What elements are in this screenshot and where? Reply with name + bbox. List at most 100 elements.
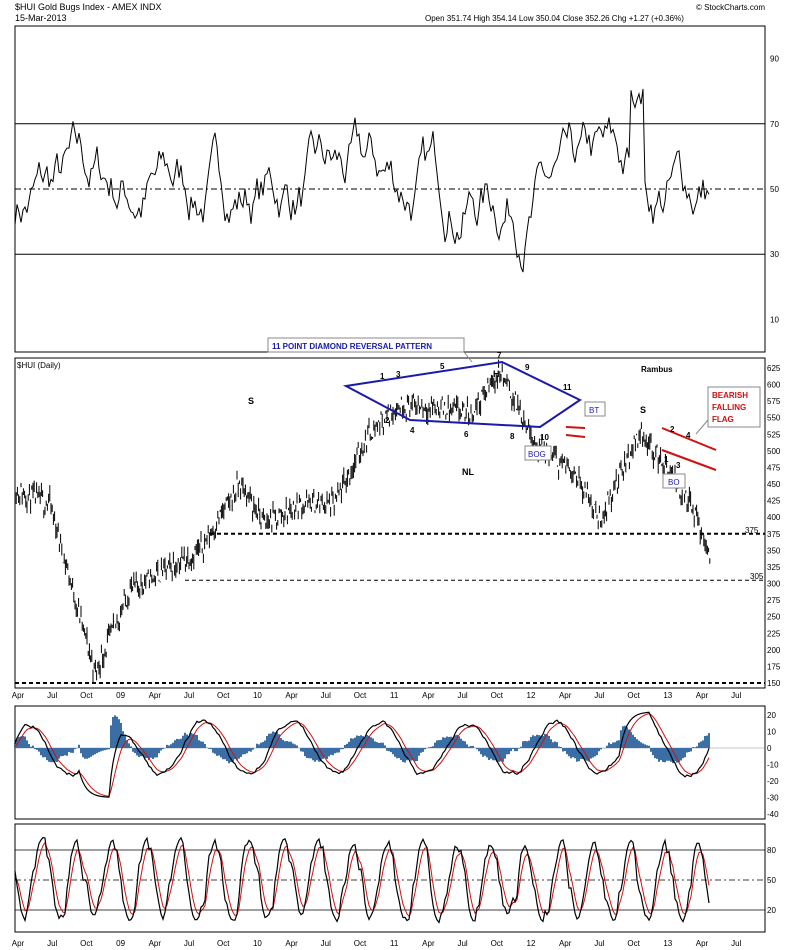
head-label: H	[493, 369, 500, 379]
x-bottom-tick-13: Jul	[457, 939, 467, 948]
price-tick-18: 175	[767, 662, 781, 671]
x-bottom-tick-20: Apr	[696, 939, 709, 948]
x-mid-tick-2: Oct	[80, 691, 93, 700]
bo-box	[662, 473, 686, 489]
diamond-point-8: 8	[510, 432, 515, 441]
bog-red-line-2	[565, 434, 586, 438]
bt-box	[584, 401, 606, 417]
price-panel-frame	[14, 357, 766, 689]
x-mid-tick-7: 10	[253, 691, 262, 700]
x-bottom-tick-9: Jul	[321, 939, 331, 948]
diamond-title-pointer	[463, 351, 473, 363]
price-panel-label: $HUI (Daily)	[17, 361, 61, 370]
price-tick-6: 475	[767, 463, 781, 472]
x-mid-tick-10: Oct	[354, 691, 367, 700]
diamond-point-9: 9	[525, 363, 530, 372]
macd-histogram	[14, 715, 710, 764]
x-bottom-tick-6: Oct	[217, 939, 230, 948]
diamond-title: 11 POINT DIAMOND REVERSAL PATTERN	[272, 342, 432, 351]
x-mid-tick-6: Oct	[217, 691, 230, 700]
bog-red-line-1	[565, 426, 586, 429]
price-tick-1: 600	[767, 381, 781, 390]
macd-tick-3: -10	[767, 761, 779, 770]
stoch-tick-1: 50	[767, 876, 776, 885]
macd-tick-4: -20	[767, 777, 779, 786]
price-tick-11: 350	[767, 546, 781, 555]
x-bottom-tick-12: Apr	[422, 939, 435, 948]
x-mid-tick-16: Apr	[559, 691, 572, 700]
x-mid-tick-1: Jul	[47, 691, 57, 700]
rsi-tick-2: 50	[770, 185, 779, 194]
diamond-point-4: 4	[410, 426, 415, 435]
header-date: 15-Mar-2013	[15, 13, 67, 23]
flag-title-2: FLAG	[712, 415, 734, 424]
x-bottom-tick-17: Jul	[594, 939, 604, 948]
diamond-point-7: 7	[497, 351, 502, 360]
bt-label: BT	[589, 406, 599, 415]
macd-signal-line	[14, 713, 710, 797]
diamond-point-6: 6	[464, 430, 469, 439]
header-symbol: $HUI Gold Bugs Index - AMEX INDX	[15, 2, 162, 12]
x-mid-tick-9: Jul	[321, 691, 331, 700]
flag-point-3: 3	[676, 461, 681, 470]
diamond-point-2: 2	[385, 416, 390, 425]
x-bottom-tick-11: 11	[390, 939, 399, 948]
macd-tick-2: 0	[767, 744, 772, 753]
x-mid-tick-19: 13	[663, 691, 672, 700]
x-mid-tick-18: Oct	[627, 691, 640, 700]
price-tick-10: 375	[767, 530, 781, 539]
rsi-tick-4: 10	[770, 315, 779, 324]
x-bottom-tick-0: Apr	[12, 939, 25, 948]
flag-title-1: FALLING	[712, 403, 746, 412]
macd-line	[14, 711, 710, 798]
rsi-line	[14, 88, 710, 273]
price-tick-5: 500	[767, 447, 781, 456]
x-bottom-tick-21: Jul	[731, 939, 741, 948]
x-mid-tick-0: Apr	[12, 691, 25, 700]
header-ohlc: Open 351.74 High 354.14 Low 350.04 Close…	[425, 14, 684, 23]
macd-panel-frame	[14, 705, 766, 820]
price-tick-14: 275	[767, 596, 781, 605]
diamond-point-3: 3	[396, 370, 401, 379]
macd-tick-1: 10	[767, 728, 776, 737]
price-tick-3: 550	[767, 414, 781, 423]
rsi-tick-3: 30	[770, 250, 779, 259]
price-tick-13: 300	[767, 580, 781, 589]
x-bottom-tick-1: Jul	[47, 939, 57, 948]
bo-label: BO	[668, 478, 680, 487]
stoch-tick-0: 80	[767, 846, 776, 855]
macd-tick-0: 20	[767, 711, 776, 720]
bog-label: BOG	[528, 450, 546, 459]
price-tick-17: 200	[767, 646, 781, 655]
x-bottom-tick-10: Oct	[354, 939, 367, 948]
flag-lower-line	[661, 449, 717, 471]
x-mid-tick-5: Jul	[184, 691, 194, 700]
price-tick-19: 150	[767, 679, 781, 688]
diamond-title-box	[267, 337, 465, 353]
flag-upper-line	[661, 427, 717, 451]
x-bottom-tick-15: 12	[527, 939, 536, 948]
flag-title-0: BEARISH	[712, 391, 748, 400]
x-mid-tick-17: Jul	[594, 691, 604, 700]
price-tick-15: 250	[767, 613, 781, 622]
diamond-point-1: 1	[380, 372, 385, 381]
x-bottom-tick-2: Oct	[80, 939, 93, 948]
flag-title-pointer	[695, 419, 709, 435]
price-tick-7: 450	[767, 480, 781, 489]
right-shoulder-label: S	[640, 405, 646, 415]
header-watermark: © StockCharts.com	[696, 3, 765, 12]
price-tick-4: 525	[767, 430, 781, 439]
price-tick-16: 225	[767, 629, 781, 638]
price-tick-2: 575	[767, 397, 781, 406]
price-tick-12: 325	[767, 563, 781, 572]
price-bars	[14, 359, 711, 683]
diamond-pattern	[342, 360, 582, 429]
x-bottom-tick-14: Oct	[491, 939, 504, 948]
price-tick-9: 400	[767, 513, 781, 522]
x-mid-tick-13: Jul	[457, 691, 467, 700]
diamond-point-11: 11	[563, 383, 572, 392]
x-mid-tick-12: Apr	[422, 691, 435, 700]
author-label: Rambus	[641, 365, 673, 374]
stoch-panel-frame	[14, 823, 766, 933]
stoch-d-line	[14, 841, 710, 917]
